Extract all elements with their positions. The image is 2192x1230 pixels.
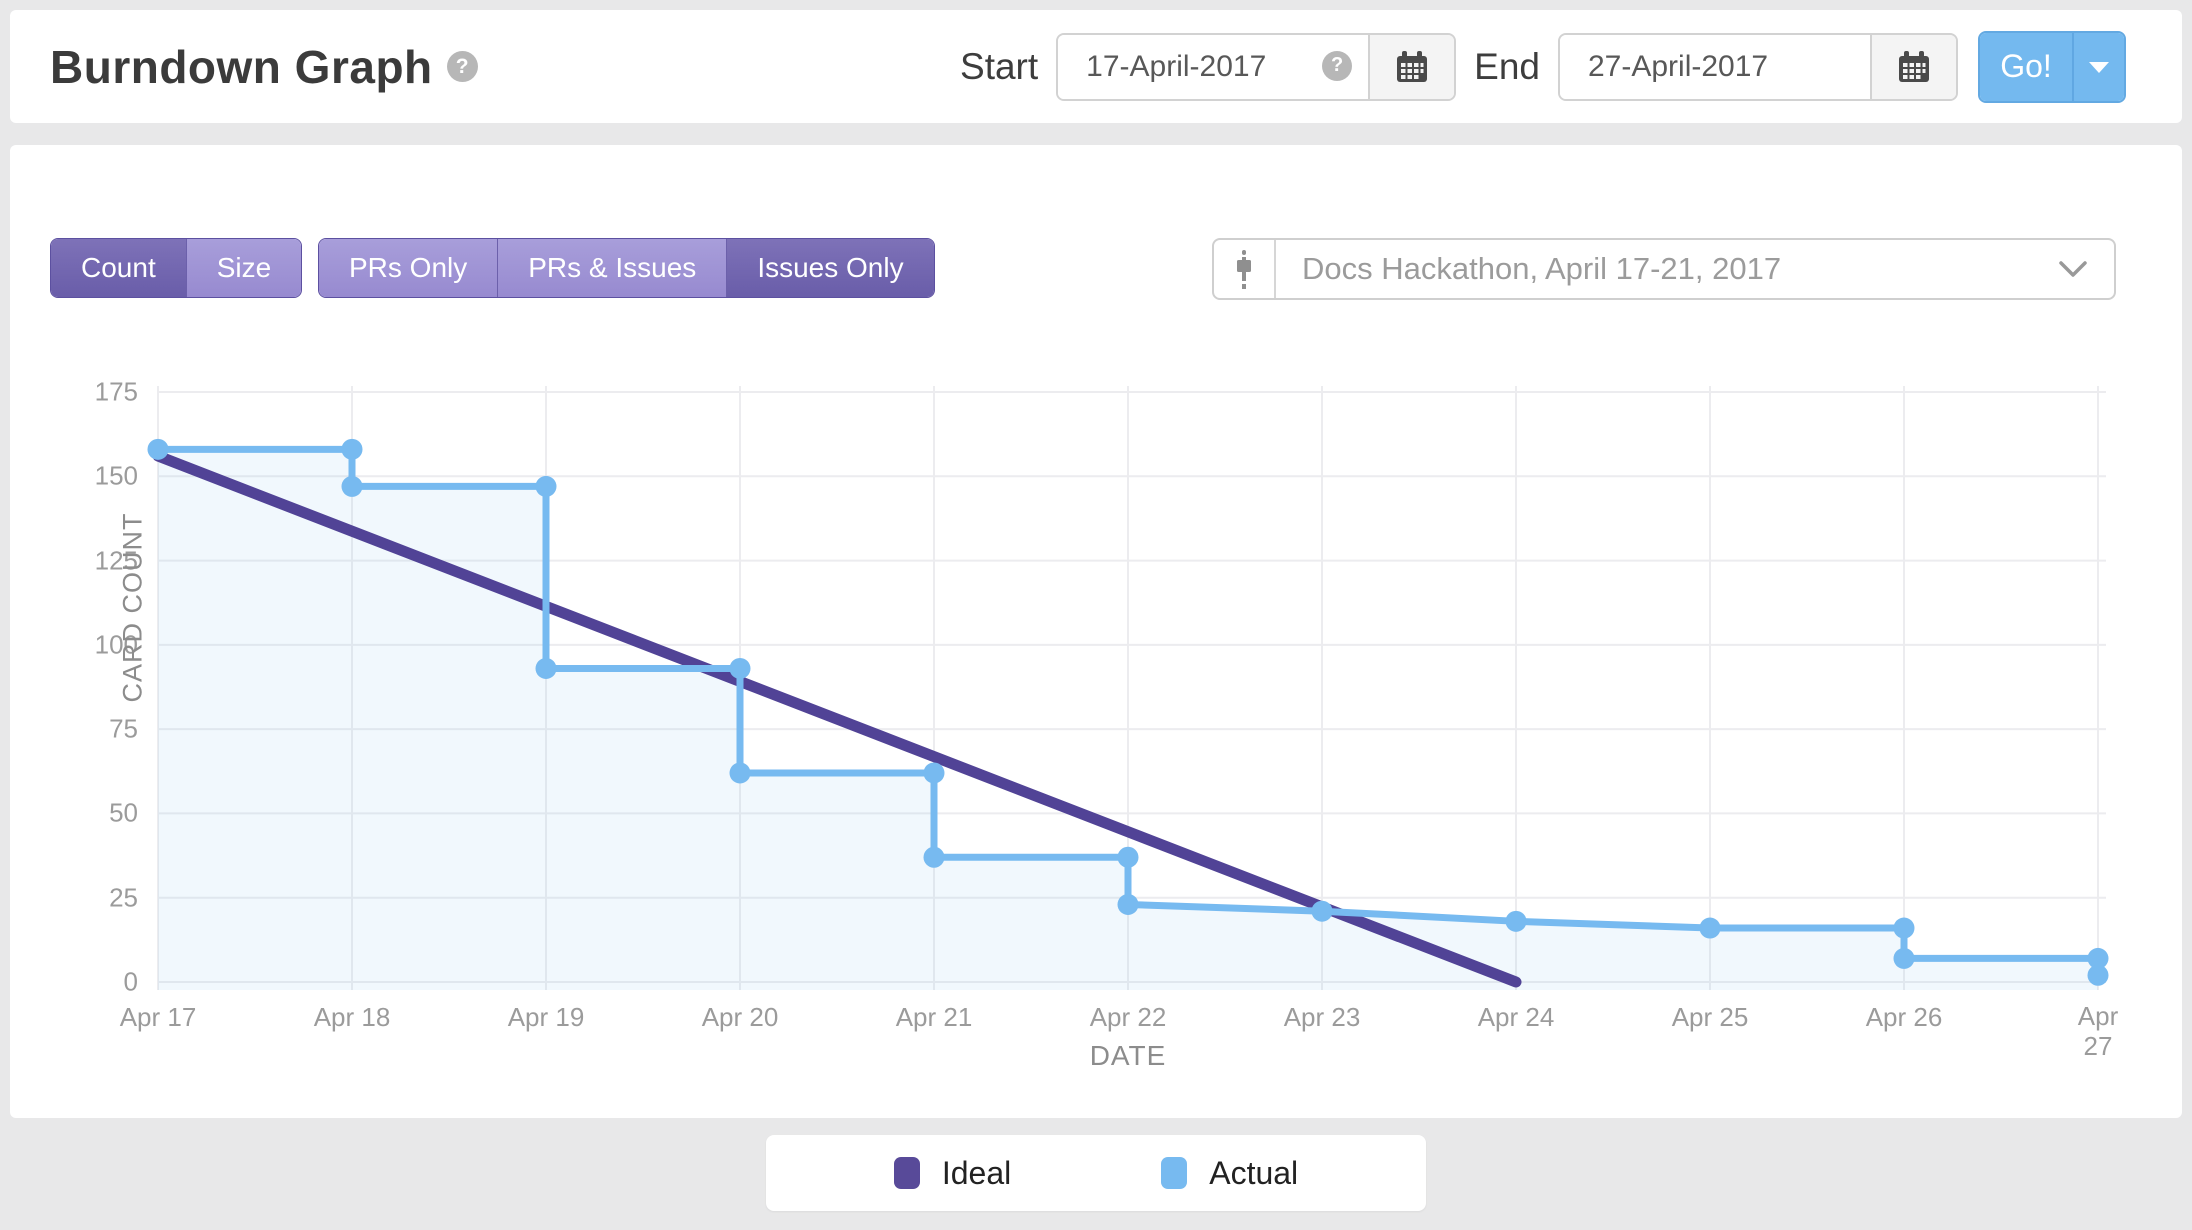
- x-tick-apr-18: Apr 18: [313, 1002, 391, 1032]
- x-tick-apr-17: Apr 17: [119, 1002, 197, 1032]
- end-date-field-wrap: [1560, 34, 1870, 99]
- actual-point-apr-18: [341, 475, 363, 497]
- page-title: Burndown Graph: [50, 40, 433, 93]
- legend-item-ideal: Ideal: [893, 1154, 1012, 1192]
- x-tick-apr-21: Apr 21: [895, 1002, 973, 1032]
- legend-swatch-ideal: [893, 1157, 920, 1189]
- end-calendar-button[interactable]: [1870, 34, 1956, 99]
- actual-area-fill: [158, 449, 2098, 990]
- filter-button-prs-only[interactable]: PRs Only: [319, 239, 499, 297]
- go-split-button: Go!: [1978, 30, 2126, 103]
- y-axis-title: CARD COUNT: [117, 512, 148, 703]
- filter-button-prs-issues[interactable]: PRs & Issues: [498, 239, 728, 297]
- calendar-icon: [1899, 50, 1929, 82]
- actual-point-apr-27: [2087, 947, 2109, 969]
- legend-item-actual: Actual: [1161, 1155, 1298, 1192]
- ideal-line: [152, 450, 1522, 988]
- date-range-controls: Start ?: [942, 30, 2126, 103]
- metric-button-size[interactable]: Size: [186, 239, 302, 297]
- x-tick-apr-25: Apr 25: [1671, 1002, 1749, 1032]
- start-date-field-wrap: ?: [1058, 34, 1369, 99]
- milestone-icon-segment: [1214, 240, 1276, 298]
- y-tick-175: 175: [94, 376, 138, 407]
- filter-toggle-group: PRs Only PRs & Issues Issues Only: [318, 238, 935, 298]
- caret-down-icon: [2089, 61, 2109, 73]
- actual-point-apr-22: [1117, 846, 1139, 868]
- calendar-icon: [1397, 50, 1428, 82]
- legend-label: Ideal: [941, 1154, 1012, 1191]
- start-date-group: ?: [1056, 32, 1457, 101]
- start-date-label: Start: [960, 45, 1039, 87]
- go-dropdown-caret[interactable]: [2072, 32, 2124, 101]
- y-tick-0: 0: [123, 966, 138, 997]
- metric-toggle-group: Count Size: [50, 238, 303, 298]
- metric-button-count[interactable]: Count: [51, 239, 187, 297]
- chart-legend: Ideal Actual: [766, 1135, 1426, 1211]
- x-tick-apr-19: Apr 19: [507, 1002, 585, 1032]
- filter-button-issues-only[interactable]: Issues Only: [727, 239, 934, 297]
- y-tick-50: 50: [109, 797, 138, 828]
- header-bar: Burndown Graph ? Start ?: [10, 10, 2182, 123]
- end-date-label: End: [1474, 45, 1540, 87]
- actual-point-apr-25: [1699, 917, 1721, 939]
- end-date-input[interactable]: [1560, 48, 1820, 85]
- x-tick-apr-24: Apr 24: [1477, 1002, 1555, 1032]
- x-tick-apr-23: Apr 23: [1283, 1002, 1361, 1032]
- x-axis-title: DATE: [1089, 1040, 1167, 1071]
- actual-point-apr-19: [535, 657, 557, 679]
- y-tick-75: 75: [109, 713, 138, 744]
- y-tick-25: 25: [109, 882, 138, 913]
- title-help-icon[interactable]: ?: [446, 51, 478, 82]
- burndown-chart: [147, 386, 2109, 990]
- actual-point-apr-24: [1505, 910, 1527, 932]
- actual-point-apr-19: [535, 475, 557, 497]
- chart-panel: Count Size PRs Only PRs & Issues Issues Onl…: [10, 145, 2182, 1118]
- actual-point-apr-23: [1311, 900, 1333, 922]
- legend-label: Actual: [1209, 1154, 1299, 1191]
- end-date-group: [1558, 32, 1958, 101]
- milestone-icon: [1237, 250, 1251, 289]
- start-date-help-icon[interactable]: ?: [1322, 50, 1353, 81]
- x-tick-apr-20: Apr 20: [701, 1002, 779, 1032]
- x-tick-apr-22: Apr 22: [1089, 1002, 1167, 1032]
- milestone-value: Docs Hackathon, April 17-21, 2017: [1302, 251, 1782, 286]
- actual-point-apr-26: [1893, 947, 1915, 969]
- actual-point-apr-21: [923, 762, 945, 784]
- actual-point-apr-18: [341, 438, 363, 460]
- y-tick-150: 150: [94, 460, 138, 491]
- actual-point-apr-17: [147, 438, 169, 460]
- x-tick-apr-26: Apr 26: [1865, 1002, 1943, 1032]
- actual-point-apr-22: [1117, 893, 1139, 915]
- actual-point-apr-20: [729, 657, 751, 679]
- legend-swatch-actual: [1161, 1157, 1188, 1189]
- y-tick-125: 125: [94, 545, 138, 576]
- start-calendar-button[interactable]: [1368, 34, 1455, 99]
- chevron-down-icon: [2058, 260, 2114, 278]
- x-tick-apr-27: Apr 27: [2077, 1001, 2119, 1061]
- actual-point-apr-21: [923, 846, 945, 868]
- go-button[interactable]: Go!: [1980, 32, 2072, 101]
- y-tick-100: 100: [94, 629, 138, 660]
- actual-point-apr-27: [2087, 964, 2109, 986]
- milestone-select[interactable]: Docs Hackathon, April 17-21, 2017: [1212, 238, 2116, 300]
- start-date-input[interactable]: [1058, 48, 1319, 85]
- actual-point-apr-20: [729, 762, 751, 784]
- actual-point-apr-26: [1893, 917, 1915, 939]
